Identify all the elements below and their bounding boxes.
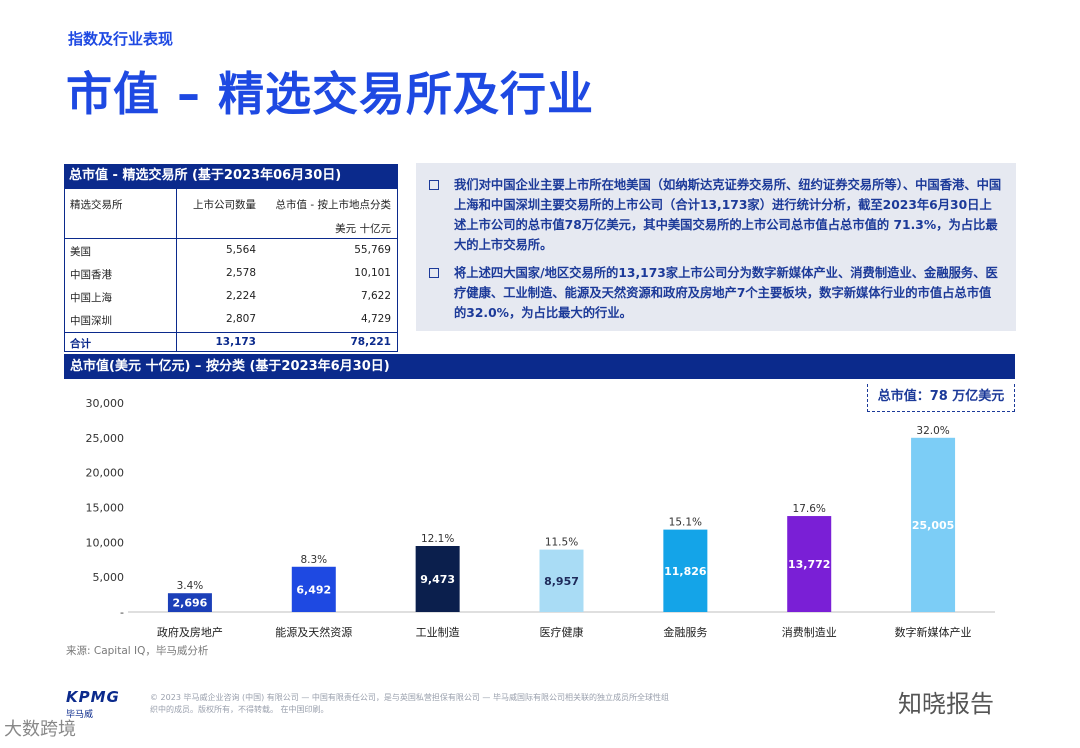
summary-text: 我们对中国企业主要上市所在地美国（如纳斯达克证券交易所、纽约证券交易所等）、中国… bbox=[454, 178, 1002, 252]
section-kicker: 指数及行业表现 bbox=[68, 30, 174, 48]
x-category-label: 政府及房地产 bbox=[157, 625, 223, 639]
bar-value-label: 2,696 bbox=[173, 597, 208, 610]
bar-chart: - 5,000 10,000 15,000 20,000 25,000 30,000 2,69… bbox=[86, 397, 995, 639]
bar-value-label: 8,957 bbox=[544, 575, 579, 588]
y-tick-label: 15,000 bbox=[86, 502, 125, 515]
kpmg-logo-sub: 毕马威 bbox=[66, 710, 94, 720]
bar-percent-label: 32.0% bbox=[916, 425, 949, 437]
table-row-count: 2,224 bbox=[225, 290, 256, 302]
bar bbox=[291, 566, 336, 612]
page-title: 市值 – 精选交易所及行业 bbox=[66, 67, 595, 121]
x-category-label: 数字新媒体产业 bbox=[895, 625, 972, 639]
x-category-label: 消费制造业 bbox=[782, 625, 837, 639]
watermark-left: 大数跨境 bbox=[4, 719, 76, 740]
table-row-value: 4,729 bbox=[360, 313, 391, 325]
col-header-value: 总市值 - 按上市地点分类 bbox=[275, 199, 391, 211]
summary-bullet: 我们对中国企业主要上市所在地美国（如纳斯达克证券交易所、纽约证券交易所等）、中国… bbox=[428, 175, 1002, 255]
summary-text: 将上述四大国家/地区交易所的13,173家上市公司分为数字新媒体产业、消费制造业… bbox=[454, 266, 998, 320]
bar bbox=[911, 437, 956, 612]
table-row-value: 55,769 bbox=[354, 244, 391, 256]
y-tick-label: - bbox=[120, 606, 124, 619]
total-value-tag: 总市值：78 万亿美元 bbox=[867, 384, 1015, 412]
source-note: 来源: Capital IQ，毕马威分析 bbox=[66, 645, 209, 657]
copyright-text: © 2023 毕马威企业咨询 (中国) 有限公司 — 中国有限责任公司，是与英国… bbox=[150, 693, 669, 714]
exchange-table: 总市值 - 精选交易所 (基于2023年06月30日) 精选交易所 上市公司数量… bbox=[64, 164, 398, 352]
bar bbox=[787, 516, 832, 612]
unit-label: 美元 十亿元 bbox=[335, 223, 391, 235]
table-total-name: 合计 bbox=[70, 338, 91, 350]
x-category-label: 能源及天然资源 bbox=[275, 625, 352, 639]
col-header-exchange: 精选交易所 bbox=[70, 199, 123, 211]
bar-percent-label: 12.1% bbox=[421, 533, 454, 545]
x-category-label: 工业制造 bbox=[416, 625, 460, 639]
y-tick-label: 5,000 bbox=[93, 571, 125, 584]
table-row-name: 中国上海 bbox=[70, 292, 112, 304]
bar-percent-label: 15.1% bbox=[669, 517, 702, 529]
table-row-count: 2,807 bbox=[225, 313, 256, 325]
kpmg-logo: KPMG bbox=[66, 688, 120, 706]
bar-value-label: 9,473 bbox=[420, 573, 455, 586]
bar bbox=[663, 529, 708, 612]
y-tick-label: 10,000 bbox=[86, 536, 125, 549]
bar-value-label: 13,772 bbox=[788, 558, 830, 571]
checkbox-bullet-icon bbox=[429, 268, 439, 278]
summary-box: 我们对中国企业主要上市所在地美国（如纳斯达克证券交易所、纽约证券交易所等）、中国… bbox=[416, 163, 1016, 331]
y-tick-label: 20,000 bbox=[86, 467, 125, 480]
table-rule bbox=[65, 238, 397, 239]
table-row-name: 中国深圳 bbox=[70, 315, 112, 327]
bar-value-label: 6,492 bbox=[296, 583, 331, 596]
table-row-count: 2,578 bbox=[225, 267, 256, 279]
chart-title: 总市值(美元 十亿元) – 按分类 (基于2023年6月30日) bbox=[64, 354, 1015, 379]
table-total-count: 13,173 bbox=[215, 336, 256, 348]
table-divider bbox=[176, 189, 177, 352]
x-category-label: 医疗健康 bbox=[540, 625, 584, 639]
bar bbox=[539, 549, 584, 612]
bar-percent-label: 8.3% bbox=[300, 554, 327, 566]
table-rule bbox=[65, 332, 397, 333]
watermark-right: 知晓报告 bbox=[898, 690, 994, 718]
bar-value-label: 25,005 bbox=[912, 519, 954, 532]
bar-value-label: 11,826 bbox=[664, 565, 707, 578]
bar-percent-label: 3.4% bbox=[177, 580, 204, 592]
table-total-value: 78,221 bbox=[350, 336, 391, 348]
summary-bullet: 将上述四大国家/地区交易所的13,173家上市公司分为数字新媒体产业、消费制造业… bbox=[428, 263, 1002, 323]
table-row-name: 美国 bbox=[70, 246, 91, 258]
table-row-value: 7,622 bbox=[360, 290, 391, 302]
bar-percent-label: 11.5% bbox=[545, 537, 578, 549]
table-row-value: 10,101 bbox=[354, 267, 391, 279]
y-tick-label: 30,000 bbox=[86, 397, 125, 410]
bar bbox=[167, 593, 212, 612]
y-tick-label: 25,000 bbox=[86, 432, 125, 445]
bar-percent-label: 17.6% bbox=[793, 503, 826, 515]
checkbox-bullet-icon bbox=[429, 180, 439, 190]
table-row-name: 中国香港 bbox=[70, 269, 112, 281]
x-category-label: 金融服务 bbox=[663, 625, 707, 639]
table-row-count: 5,564 bbox=[225, 244, 256, 256]
col-header-count: 上市公司数量 bbox=[193, 199, 256, 211]
table-grid: 精选交易所 上市公司数量 总市值 - 按上市地点分类 美元 十亿元 美国 5,5… bbox=[64, 188, 398, 352]
table-title: 总市值 - 精选交易所 (基于2023年06月30日) bbox=[64, 164, 398, 188]
bar bbox=[415, 546, 460, 612]
